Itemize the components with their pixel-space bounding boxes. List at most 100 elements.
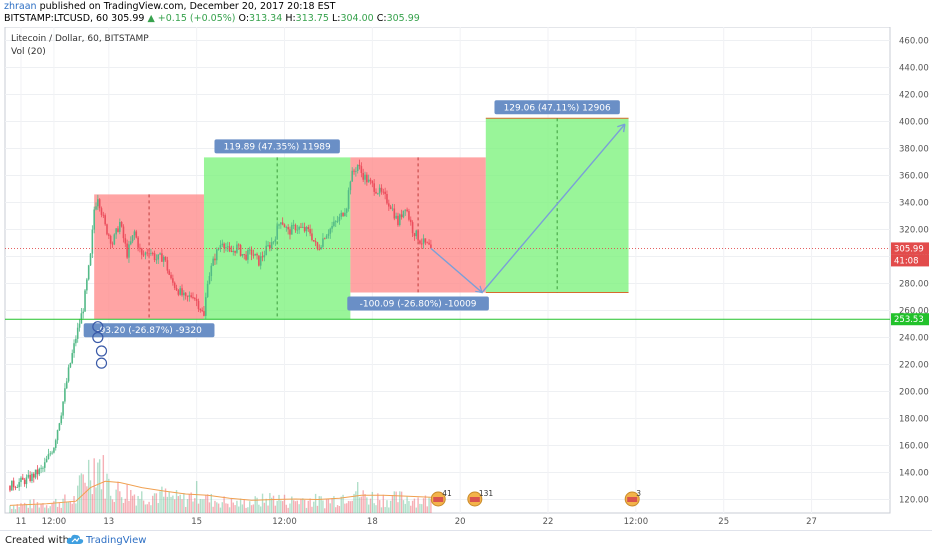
last-price-tag: 305.99: [894, 244, 924, 254]
price-tick-label: 280.00: [899, 280, 929, 290]
candle-body: [259, 256, 262, 266]
volume-bar: [58, 502, 61, 513]
candle-body: [309, 229, 311, 234]
volume-bar: [388, 507, 390, 513]
volume-bar: [289, 503, 291, 513]
candle-body: [34, 469, 37, 478]
candle-body: [179, 288, 181, 295]
candle-body: [124, 238, 127, 244]
volume-bar: [227, 503, 229, 513]
chart-header: zhraan published on TradingView.com, Dec…: [0, 0, 932, 26]
candle-body: [417, 230, 419, 241]
up-arrow-icon: ▲: [147, 13, 155, 24]
candle-body: [199, 309, 202, 311]
candle-body: [360, 166, 363, 173]
volume-bar: [219, 507, 222, 513]
candle-body: [205, 297, 207, 316]
candle-body: [329, 228, 332, 234]
candle-body: [184, 292, 187, 296]
volume-bar: [294, 501, 297, 513]
volume-bar: [285, 504, 288, 513]
candle-body: [378, 187, 381, 194]
volume-bar: [73, 496, 75, 513]
price-chart[interactable]: -93.20 (-26.87%) -9320 119.89 (47.35%) 11…: [0, 26, 932, 529]
candle-body: [186, 295, 189, 297]
volume-bar: [120, 497, 123, 513]
volume-bar: [367, 504, 370, 513]
candle-body: [382, 191, 385, 193]
event-flag-stripe: [433, 497, 444, 502]
candle-body: [142, 254, 145, 256]
candle-body: [212, 258, 214, 266]
symbol-text: BITSTAMP:LTCUSD, 60: [4, 13, 109, 24]
candle-body: [345, 208, 348, 213]
candle-body: [201, 310, 203, 312]
volume-bar: [217, 503, 220, 513]
volume-bar: [347, 500, 350, 513]
volume-bar: [195, 481, 198, 513]
volume-bar: [102, 455, 105, 513]
countdown-tag-bg: [891, 254, 929, 267]
candle-body: [42, 467, 44, 469]
wave-label-marker: [92, 321, 104, 333]
volume-bar: [335, 507, 337, 513]
volume-bar: [329, 503, 331, 513]
candle-body: [219, 245, 222, 249]
volume-bar: [142, 500, 145, 513]
candle-body: [373, 183, 375, 192]
volume-bar: [47, 508, 50, 513]
volume-bar: [38, 507, 40, 513]
candle-body: [177, 290, 180, 295]
volume-bar: [342, 494, 344, 513]
candle-body: [281, 222, 284, 225]
price-tick-label: 360.00: [899, 172, 929, 182]
candle-body: [183, 292, 185, 296]
candle-body: [331, 225, 333, 229]
volume-bar: [109, 495, 112, 513]
candle-body: [113, 234, 116, 245]
projection-arrowhead: [617, 123, 626, 133]
last-price-tag-bg: [891, 242, 929, 255]
candle-body: [285, 227, 288, 228]
volume-bar: [322, 500, 324, 513]
candle-body: [325, 235, 328, 239]
candle-body: [106, 224, 108, 235]
candle-body: [300, 226, 302, 228]
volume-bar: [261, 493, 264, 513]
volume-bar: [228, 507, 231, 513]
candle-body: [419, 240, 421, 244]
time-tick-label: 25: [718, 517, 729, 527]
volume-bar: [428, 497, 430, 513]
candle-body: [283, 224, 286, 228]
candle-body: [294, 224, 297, 231]
tradingview-brand[interactable]: TradingView: [86, 535, 147, 546]
candle-body: [413, 233, 416, 237]
close-value: 305.99: [386, 13, 420, 24]
high-label: H:: [285, 13, 296, 24]
time-tick-label: 12:00: [272, 517, 297, 527]
zone-label-box: [214, 139, 340, 154]
chart-area[interactable]: -93.20 (-26.87%) -9320 119.89 (47.35%) 11…: [0, 26, 932, 529]
volume-bar: [375, 505, 377, 513]
candle-body: [18, 482, 20, 488]
candle-body: [250, 249, 253, 255]
author-name[interactable]: zhraan: [4, 1, 37, 12]
candle-body: [248, 249, 251, 251]
candle-body: [164, 256, 167, 261]
candle-body: [398, 214, 401, 226]
candle-body: [316, 242, 319, 249]
candle-body: [226, 246, 229, 248]
candle-body: [11, 480, 13, 491]
time-tick-label: 12:00: [42, 517, 67, 527]
volume-bar: [106, 473, 108, 513]
candle-body: [120, 222, 123, 227]
volume-bar: [108, 478, 110, 513]
volume-bar: [206, 494, 209, 513]
volume-bar: [331, 498, 333, 513]
volume-bar: [280, 500, 282, 513]
candle-body: [65, 381, 68, 389]
candle-body: [237, 244, 240, 246]
wave-label-marker: [95, 345, 108, 357]
volume-bar: [139, 498, 141, 513]
candle-body: [292, 224, 295, 226]
